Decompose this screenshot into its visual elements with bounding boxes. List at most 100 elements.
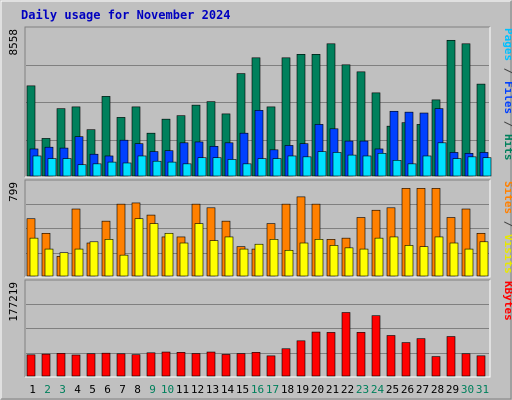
pages-bar-day-21 [332, 152, 342, 177]
pages-bar-day-8 [137, 155, 147, 177]
pages-bar-day-24 [377, 153, 387, 177]
panel-visits-border-light [25, 180, 491, 278]
kbytes-bar-day-20 [311, 331, 321, 377]
pages-bar-day-16 [257, 158, 267, 177]
x-tick-label-day-4: 4 [74, 383, 81, 396]
pages-bar-day-23 [362, 155, 372, 177]
visits-bar-day-12 [194, 223, 204, 277]
pages-bar-day-25 [392, 160, 402, 177]
kbytes-bar-day-29 [446, 336, 456, 377]
kbytes-bar-day-7 [116, 353, 126, 377]
x-tick-label-day-6: 6 [104, 383, 111, 396]
pages-bar-day-17 [272, 158, 282, 177]
x-tick-label-day-14: 14 [221, 383, 235, 396]
panel-hits-axis-label-part-1: Pages [502, 28, 512, 61]
x-tick-label-day-9: 9 [149, 383, 156, 396]
kbytes-bar-day-1 [26, 354, 36, 377]
pages-bar-day-19 [302, 156, 312, 177]
x-tick-label-day-25: 25 [386, 383, 399, 396]
pages-bar-day-14 [227, 159, 237, 177]
visits-bar-day-30 [464, 248, 474, 277]
visits-bar-day-9 [149, 223, 159, 277]
kbytes-bar-day-12 [191, 353, 201, 377]
x-tick-label-day-12: 12 [191, 383, 204, 396]
visits-bar-day-7 [119, 254, 129, 277]
panel-visits-border-dark [24, 179, 490, 277]
panel-visits-axis-label-part-1: Sites [502, 181, 512, 214]
visits-bar-day-8 [134, 218, 144, 277]
pages-bar-day-11 [182, 163, 192, 177]
kbytes-bar-day-8 [131, 354, 141, 377]
pages-bar-day-28 [437, 142, 447, 177]
pages-bar-day-7 [122, 162, 132, 177]
pages-bar-day-4 [77, 164, 87, 177]
pages-bar-day-12 [197, 157, 207, 177]
kbytes-bar-day-17 [266, 355, 276, 377]
kbytes-bar-day-28 [431, 356, 441, 377]
kbytes-bar-day-5 [86, 353, 96, 377]
x-tick-label-day-31: 31 [476, 383, 489, 396]
x-tick-label-day-21: 21 [326, 383, 339, 396]
x-tick-label-day-7: 7 [119, 383, 126, 396]
visits-bar-day-19 [299, 242, 309, 277]
pages-bar-day-3 [62, 158, 72, 177]
pages-bar-day-22 [347, 154, 357, 177]
x-tick-label-day-30: 30 [461, 383, 474, 396]
visits-bar-day-3 [59, 252, 69, 277]
kbytes-bar-day-6 [101, 352, 111, 377]
kbytes-bar-day-26 [401, 342, 411, 377]
visits-bar-day-10 [164, 232, 174, 277]
x-tick-label-day-13: 13 [206, 383, 219, 396]
kbytes-bar-day-15 [236, 353, 246, 377]
pages-bar-day-9 [152, 160, 162, 177]
kbytes-bar-day-9 [146, 352, 156, 377]
pages-bar-day-10 [167, 161, 177, 177]
visits-bar-day-27 [419, 246, 429, 277]
pages-bar-day-1 [32, 155, 42, 177]
visits-bar-day-1 [29, 237, 39, 277]
visits-bar-day-29 [449, 242, 459, 277]
visits-bar-day-16 [254, 243, 264, 277]
pages-bar-day-29 [452, 158, 462, 177]
panel-hits-border-light [25, 27, 491, 178]
pages-bar-day-2 [47, 158, 57, 177]
panel-kbytes-border-dark [24, 279, 490, 377]
kbytes-bar-day-22 [341, 312, 351, 377]
x-tick-label-day-29: 29 [446, 383, 459, 396]
x-tick-label-day-1: 1 [29, 383, 36, 396]
visits-bar-day-13 [209, 240, 219, 277]
kbytes-bar-day-2 [41, 353, 51, 377]
panel-visits-max-label: 799 [7, 182, 20, 202]
kbytes-bar-day-24 [371, 315, 381, 377]
visits-bar-day-2 [44, 248, 54, 277]
panel-hits-axis-label: Pages / Files / Hits [502, 28, 512, 161]
chart-panels: 8558 Pages / Files / Hits 799 Sites / Visit… [7, 26, 512, 378]
kbytes-bar-day-19 [296, 340, 306, 377]
visits-bar-day-21 [329, 245, 339, 277]
chart-title: Daily usage for November 2024 [21, 8, 231, 22]
visits-bar-day-17 [269, 239, 279, 277]
pages-bar-day-15 [242, 163, 252, 177]
pages-bar-day-30 [467, 156, 477, 177]
kbytes-bar-day-13 [206, 351, 216, 377]
pages-bar-day-31 [482, 157, 492, 177]
panel-kbytes-border-light [25, 280, 491, 378]
kbytes-bar-day-21 [326, 332, 336, 377]
panel-hits-axis-label-part-2: / [502, 61, 512, 81]
panel-hits-axis-label-part-4: / [502, 114, 512, 134]
kbytes-bar-day-31 [476, 355, 486, 377]
panel-hits-axis-label-part-3: Files [502, 81, 512, 114]
x-tick-label-day-3: 3 [59, 383, 66, 396]
visits-bar-day-18 [284, 249, 294, 277]
x-tick-label-day-27: 27 [416, 383, 429, 396]
kbytes-bar-day-10 [161, 351, 171, 377]
visits-bar-day-22 [344, 247, 354, 277]
panel-hits-axis-label-part-5: Hits [502, 134, 512, 161]
visits-bar-day-20 [314, 239, 324, 277]
x-tick-label-day-26: 26 [401, 383, 414, 396]
x-tick-label-day-10: 10 [161, 383, 174, 396]
kbytes-bar-day-11 [176, 352, 186, 377]
pages-bar-day-18 [287, 155, 297, 177]
visits-bar-day-23 [359, 248, 369, 277]
visits-bar-day-4 [74, 248, 84, 277]
